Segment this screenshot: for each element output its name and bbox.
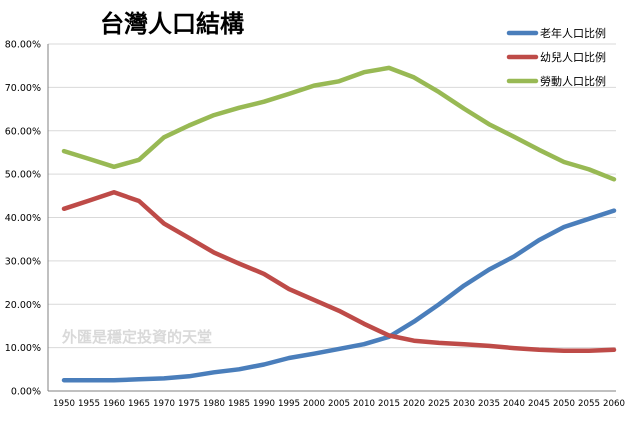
x-tick-label: 2055 — [578, 399, 600, 409]
x-tick-label: 2000 — [303, 399, 325, 409]
x-tick-label: 2060 — [603, 399, 625, 409]
y-tick-label: 50.00% — [5, 170, 41, 181]
y-tick-label: 0.00% — [11, 387, 41, 398]
axes — [47, 44, 616, 392]
series-line-3 — [61, 65, 617, 182]
x-tick-label: 1975 — [178, 399, 200, 409]
x-tick-label: 2020 — [403, 399, 425, 409]
x-tick-label: 1990 — [253, 399, 275, 409]
x-tick-label: 1985 — [228, 399, 250, 409]
chart-title: 台灣人口結構 — [100, 9, 244, 38]
x-tick-label: 2025 — [428, 399, 450, 409]
x-tick-label: 2050 — [553, 399, 575, 409]
x-tick-label: 1980 — [203, 399, 225, 409]
y-tick-label: 20.00% — [5, 300, 41, 311]
y-tick-label: 40.00% — [5, 213, 41, 224]
y-tick-label: 10.00% — [5, 343, 41, 354]
series-lines — [61, 65, 617, 383]
y-tick-labels: 0.00% 10.00% 20.00% 30.00% 40.00% 50.00% 60.00… — [5, 40, 41, 398]
x-tick-labels: 1950 1955 1960 1965 1970 1975 1980 1985 1990 1995… — [53, 399, 625, 409]
series-line-2 — [61, 190, 617, 353]
x-tick-label: 1960 — [103, 399, 125, 409]
x-tick-label: 2045 — [528, 399, 550, 409]
legend-label: 老年人口比例 — [540, 26, 606, 40]
watermark: 外匯是穩定投資的天堂 — [61, 328, 212, 346]
y-tick-label: 70.00% — [5, 83, 41, 94]
y-tick-label: 30.00% — [5, 256, 41, 267]
x-tick-label: 2040 — [503, 399, 525, 409]
gridlines — [48, 43, 616, 349]
series-line-1 — [61, 208, 617, 383]
y-tick-label: 60.00% — [5, 126, 41, 137]
y-tick-label: 80.00% — [5, 40, 41, 51]
x-tick-label: 1970 — [153, 399, 175, 409]
legend-label: 幼兒人口比例 — [540, 50, 606, 64]
x-tick-label: 2015 — [378, 399, 400, 409]
x-tick-label: 1950 — [53, 399, 75, 409]
x-tick-label: 2035 — [478, 399, 500, 409]
x-tick-label: 1995 — [278, 399, 300, 409]
legend-label: 勞動人口比例 — [540, 74, 606, 88]
x-tick-label: 2030 — [453, 399, 475, 409]
x-tick-label: 2005 — [328, 399, 350, 409]
x-tick-label: 1965 — [128, 399, 150, 409]
x-tick-label: 1955 — [78, 399, 100, 409]
x-tick-label: 2010 — [353, 399, 375, 409]
